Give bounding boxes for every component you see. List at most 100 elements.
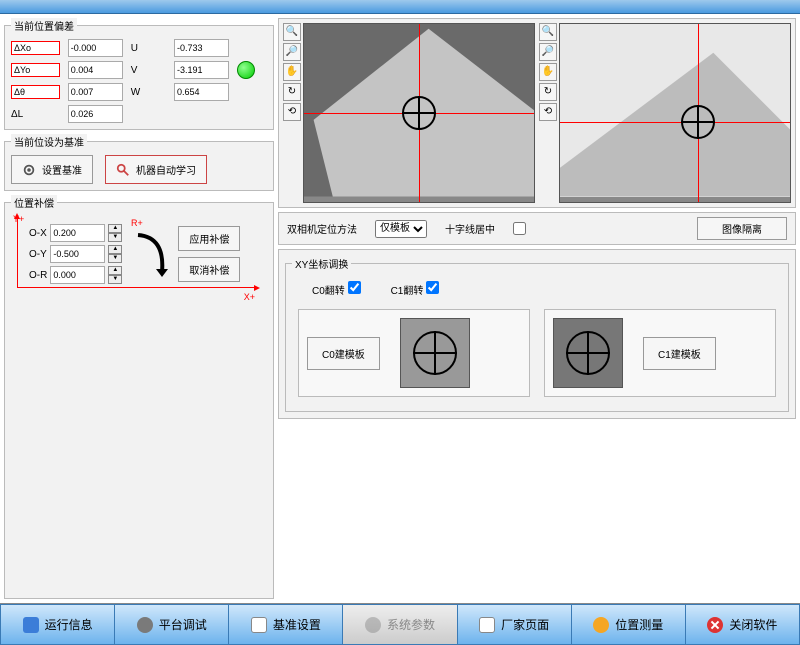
- crosshair-center-checkbox[interactable]: [513, 222, 526, 235]
- camera-0-toolbar: 🔍 🔎 ✋ ↻ ⟲: [283, 23, 301, 203]
- auto-learn-label: 机器自动学习: [136, 162, 196, 177]
- tab-platform-debug[interactable]: 平台调试: [115, 604, 229, 645]
- tab-base-settings[interactable]: 基准设置: [229, 604, 343, 645]
- x-axis-label: X+: [244, 292, 255, 302]
- auto-learn-button[interactable]: 机器自动学习: [105, 155, 207, 184]
- cam0-hand-button[interactable]: ✋: [283, 63, 301, 81]
- position-offset-legend: 当前位置偏差: [11, 18, 77, 33]
- c0-flip-label: C0翻转: [312, 281, 361, 297]
- mid-controls: 双相机定位方法 仅模板 十字线居中 图像隔离: [278, 212, 796, 245]
- method-label: 双相机定位方法: [287, 221, 357, 236]
- tab-run-info[interactable]: 运行信息: [0, 604, 115, 645]
- app-root: 当前位置偏差 ΔXo U ΔYo V Δθ W: [0, 0, 800, 645]
- c0-template-block: C0建模板: [298, 309, 530, 397]
- left-panel: 当前位置偏差 ΔXo U ΔYo V Δθ W: [4, 18, 274, 599]
- set-reference-button[interactable]: 设置基准: [11, 155, 93, 184]
- camera-0-block: 🔍 🔎 ✋ ↻ ⟲: [283, 23, 535, 203]
- reference-panel: 当前位设为基准 设置基准 机器自动学习: [4, 134, 274, 191]
- gear-icon: [137, 617, 153, 633]
- rotation-arrow-icon: [130, 227, 170, 282]
- y-axis-label: Y+: [13, 214, 24, 224]
- position-offset-panel: 当前位置偏差 ΔXo U ΔYo V Δθ W: [4, 18, 274, 130]
- dl-label: ΔL: [11, 109, 60, 120]
- w-input[interactable]: [174, 83, 229, 101]
- cam0-rotate-button[interactable]: ↻: [283, 83, 301, 101]
- cam0-zoom-in-button[interactable]: 🔍: [283, 23, 301, 41]
- dxo-input[interactable]: [68, 39, 123, 57]
- reference-legend: 当前位设为基准: [11, 134, 87, 149]
- camera-1-block: 🔍 🔎 ✋ ↻ ⟲: [539, 23, 791, 203]
- dl-input[interactable]: [68, 105, 123, 123]
- camera-0-view[interactable]: [303, 23, 535, 203]
- title-bar: [0, 0, 800, 14]
- ox-spinner[interactable]: ▲▼: [108, 224, 122, 242]
- cam1-image: [560, 24, 790, 197]
- ox-label: O-X: [29, 228, 47, 239]
- v-input[interactable]: [174, 61, 229, 79]
- image-diff-button[interactable]: 图像隔离: [697, 217, 787, 240]
- tab-factory-page[interactable]: 厂家页面: [458, 604, 572, 645]
- c1-template-target-icon: [566, 331, 610, 375]
- dtheta-input[interactable]: [68, 83, 123, 101]
- cam1-hand-button[interactable]: ✋: [539, 63, 557, 81]
- compensation-legend: 位置补偿: [11, 195, 57, 210]
- tab-system-params[interactable]: 系统参数: [343, 604, 457, 645]
- c1-template-preview: [553, 318, 623, 388]
- cam1-zoom-in-button[interactable]: 🔍: [539, 23, 557, 41]
- or-label: O-R: [29, 270, 47, 281]
- cam0-target-icon: [402, 96, 436, 130]
- oy-label: O-Y: [29, 249, 47, 260]
- info-icon: [23, 617, 39, 633]
- c1-flip-checkbox[interactable]: [426, 281, 439, 294]
- close-icon: [707, 617, 723, 633]
- c0-template-preview: [400, 318, 470, 388]
- cam1-zoom-out-button[interactable]: 🔎: [539, 43, 557, 61]
- cam1-rotate-button[interactable]: ↻: [539, 83, 557, 101]
- document-icon: [479, 617, 495, 633]
- xy-adjust-fieldset: XY坐标调换 C0翻转 C1翻转 C0建模板: [285, 256, 789, 412]
- oy-input[interactable]: [50, 245, 105, 263]
- or-spinner[interactable]: ▲▼: [108, 266, 122, 284]
- u-input[interactable]: [174, 39, 229, 57]
- c0-template-button[interactable]: C0建模板: [307, 337, 380, 370]
- cam0-reset-button[interactable]: ⟲: [283, 103, 301, 121]
- cam1-crosshair-h: [560, 122, 790, 123]
- dyo-label: ΔYo: [11, 63, 60, 77]
- x-axis-line: [17, 287, 257, 288]
- camera-1-view[interactable]: [559, 23, 791, 203]
- apply-compensation-button[interactable]: 应用补偿: [178, 226, 240, 251]
- xy-adjust-legend: XY坐标调换: [292, 256, 351, 271]
- content-area: 当前位置偏差 ΔXo U ΔYo V Δθ W: [0, 14, 800, 603]
- cam1-reset-button[interactable]: ⟲: [539, 103, 557, 121]
- or-input[interactable]: [50, 266, 105, 284]
- y-axis-line: [17, 216, 18, 288]
- oy-spinner[interactable]: ▲▼: [108, 245, 122, 263]
- ox-input[interactable]: [50, 224, 105, 242]
- search-icon: [116, 163, 130, 177]
- c0-template-target-icon: [413, 331, 457, 375]
- dtheta-label: Δθ: [11, 85, 60, 99]
- c1-template-block: C1建模板: [544, 309, 776, 397]
- w-label: W: [131, 87, 166, 98]
- c0-flip-checkbox[interactable]: [348, 281, 361, 294]
- bottom-tabs: 运行信息 平台调试 基准设置 系统参数 厂家页面 位置测量 关闭软件: [0, 603, 800, 645]
- dxo-label: ΔXo: [11, 41, 60, 55]
- c1-template-button[interactable]: C1建模板: [643, 337, 716, 370]
- cam0-zoom-out-button[interactable]: 🔎: [283, 43, 301, 61]
- camera-row: 🔍 🔎 ✋ ↻ ⟲: [278, 18, 796, 208]
- dyo-input[interactable]: [68, 61, 123, 79]
- xy-adjust-panel: XY坐标调换 C0翻转 C1翻转 C0建模板: [278, 249, 796, 419]
- right-panel: 🔍 🔎 ✋ ↻ ⟲: [278, 18, 796, 599]
- tab-close-software[interactable]: 关闭软件: [686, 604, 800, 645]
- crosshair-center-label: 十字线居中: [445, 221, 495, 236]
- c1-flip-label: C1翻转: [391, 281, 440, 297]
- tab-position-measure[interactable]: 位置测量: [572, 604, 686, 645]
- status-led: [237, 61, 255, 79]
- star-icon: [593, 617, 609, 633]
- x-arrow-icon: [254, 285, 260, 291]
- gear-icon: [22, 163, 36, 177]
- method-select[interactable]: 仅模板: [375, 220, 427, 238]
- gear-icon: [365, 617, 381, 633]
- cancel-compensation-button[interactable]: 取消补偿: [178, 257, 240, 282]
- v-label: V: [131, 65, 166, 76]
